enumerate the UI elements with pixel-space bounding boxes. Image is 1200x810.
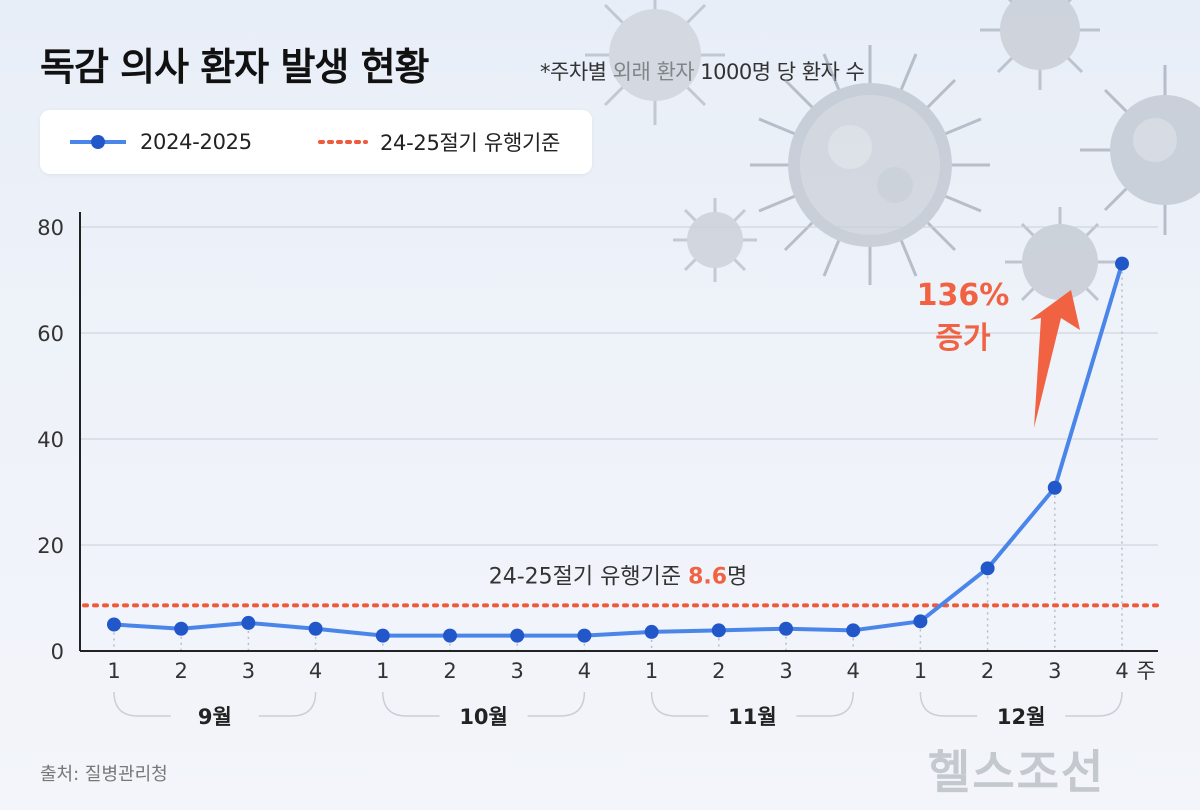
chart-subtitle: *주차별 외래 환자 1000명 당 환자 수 (540, 60, 865, 84)
month-bracket-right (796, 691, 854, 717)
data-point (174, 621, 189, 636)
legend-threshold-label: 24-25절기 유행기준 (380, 131, 561, 155)
data-point (241, 615, 256, 630)
month-bracket-right (1065, 691, 1123, 717)
threshold-annotation-unit: 명 (727, 564, 747, 589)
legend: 2024-2025 24-25절기 유행기준 (40, 110, 592, 174)
threshold-annotation: 24-25절기 유행기준 8.6명 (489, 564, 748, 589)
x-unit-label: 주 (1136, 659, 1155, 683)
x-tick-label: 4 (578, 659, 591, 683)
virus-illustration (585, 0, 1200, 317)
data-point (375, 628, 390, 643)
legend-threshold-item: 24-25절기 유행기준 (318, 110, 560, 174)
month-label: 9월 (198, 705, 232, 729)
increase-arrow (1030, 290, 1080, 428)
data-point (779, 621, 793, 636)
x-tick-label: 1 (645, 659, 658, 683)
data-point (846, 623, 861, 638)
y-tick-label: 40 (37, 428, 64, 452)
x-tick-label: 3 (511, 659, 524, 683)
x-tick-label: 2 (712, 659, 725, 683)
publisher-watermark: 헬스조선 (928, 745, 1106, 799)
month-label: 11월 (728, 705, 777, 729)
increase-annotation: 136% 증가 (917, 278, 1080, 428)
month-group: 11월 (650, 691, 854, 729)
data-point (1115, 256, 1129, 271)
data-point (1047, 480, 1062, 495)
x-tick-label: 3 (1048, 659, 1061, 683)
threshold-annotation-prefix: 24-25절기 유행기준 (489, 564, 688, 589)
gridlines (80, 226, 1158, 546)
month-bracket-left (650, 691, 709, 717)
x-tick-label: 4 (1115, 659, 1128, 683)
series-line-2024-2025 (113, 262, 1124, 638)
legend-series-item: 2024-2025 (68, 110, 252, 174)
y-tick-label: 0 (51, 640, 64, 664)
increase-label: 증가 (935, 321, 991, 356)
series-points (107, 256, 1129, 643)
month-groups: 9월 10월 11월 12월 (113, 691, 1123, 729)
month-bracket-right (258, 691, 317, 717)
month-label: 12월 (997, 705, 1046, 729)
x-tick-label: 2 (175, 659, 188, 683)
data-point (577, 628, 592, 643)
legend-series-swatch (70, 135, 126, 149)
x-tick-label: 4 (847, 659, 860, 683)
week-guide-lines (113, 271, 1123, 651)
chart-title: 독감 의사 환자 발생 현황 (40, 45, 430, 89)
legend-threshold-swatch (318, 140, 368, 144)
y-tick-label: 80 (37, 216, 64, 240)
data-point (510, 628, 525, 643)
increase-percent: 136% (917, 278, 1010, 313)
month-label: 10월 (459, 705, 508, 729)
y-axis: 0 20 40 60 80 (37, 212, 81, 664)
x-tick-label: 3 (779, 659, 792, 683)
month-group: 9월 (113, 691, 317, 729)
legend-series-label: 2024-2025 (140, 130, 252, 154)
x-tick-label: 2 (981, 659, 994, 683)
x-tick-label: 4 (309, 659, 322, 683)
x-tick-label: 2 (443, 659, 456, 683)
data-point (443, 628, 457, 643)
month-bracket-left (113, 691, 171, 717)
data-point (711, 623, 726, 638)
x-tick-label: 1 (914, 659, 927, 683)
data-point (644, 624, 659, 639)
threshold-annotation-value: 8.6 (688, 564, 727, 589)
month-bracket-right (527, 691, 586, 717)
y-tick-label: 60 (37, 322, 64, 346)
data-point (308, 621, 323, 636)
month-bracket-left (919, 691, 978, 717)
data-point (107, 617, 121, 632)
month-bracket-left (382, 691, 440, 717)
data-point (980, 561, 995, 576)
x-tick-label: 1 (107, 659, 120, 683)
source-note: 출처: 질병관리청 (40, 764, 168, 785)
data-point (913, 614, 928, 629)
x-tick-label: 1 (376, 659, 389, 683)
x-tick-label: 3 (242, 659, 255, 683)
y-tick-label: 20 (37, 534, 64, 558)
month-group: 12월 (919, 691, 1123, 729)
month-group: 10월 (382, 691, 586, 729)
